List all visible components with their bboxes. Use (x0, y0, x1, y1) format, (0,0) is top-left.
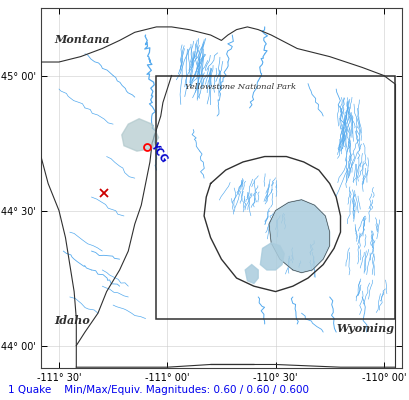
Text: Yellowstone National Park: Yellowstone National Park (184, 83, 295, 91)
Text: Montana: Montana (54, 34, 110, 45)
Text: Idaho: Idaho (54, 315, 90, 326)
Polygon shape (245, 264, 258, 284)
Text: YCG: YCG (148, 140, 169, 164)
Polygon shape (121, 119, 158, 151)
Polygon shape (268, 200, 329, 273)
Bar (156, 76, 394, 318)
Polygon shape (260, 243, 283, 270)
Text: 1 Quake    Min/Max/Equiv. Magnitudes: 0.60 / 0.60 / 0.600: 1 Quake Min/Max/Equiv. Magnitudes: 0.60 … (8, 385, 308, 395)
Text: Wyoming: Wyoming (335, 323, 393, 334)
